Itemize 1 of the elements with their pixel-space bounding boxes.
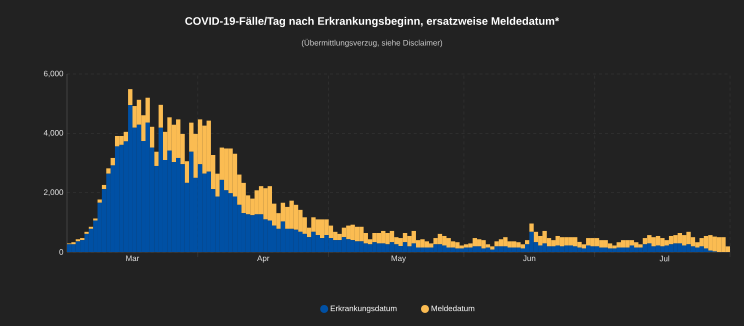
chart-title: COVID-19-Fälle/Tag nach Erkrankungsbeginn, ersatzweise Meldedatum* bbox=[185, 16, 560, 28]
